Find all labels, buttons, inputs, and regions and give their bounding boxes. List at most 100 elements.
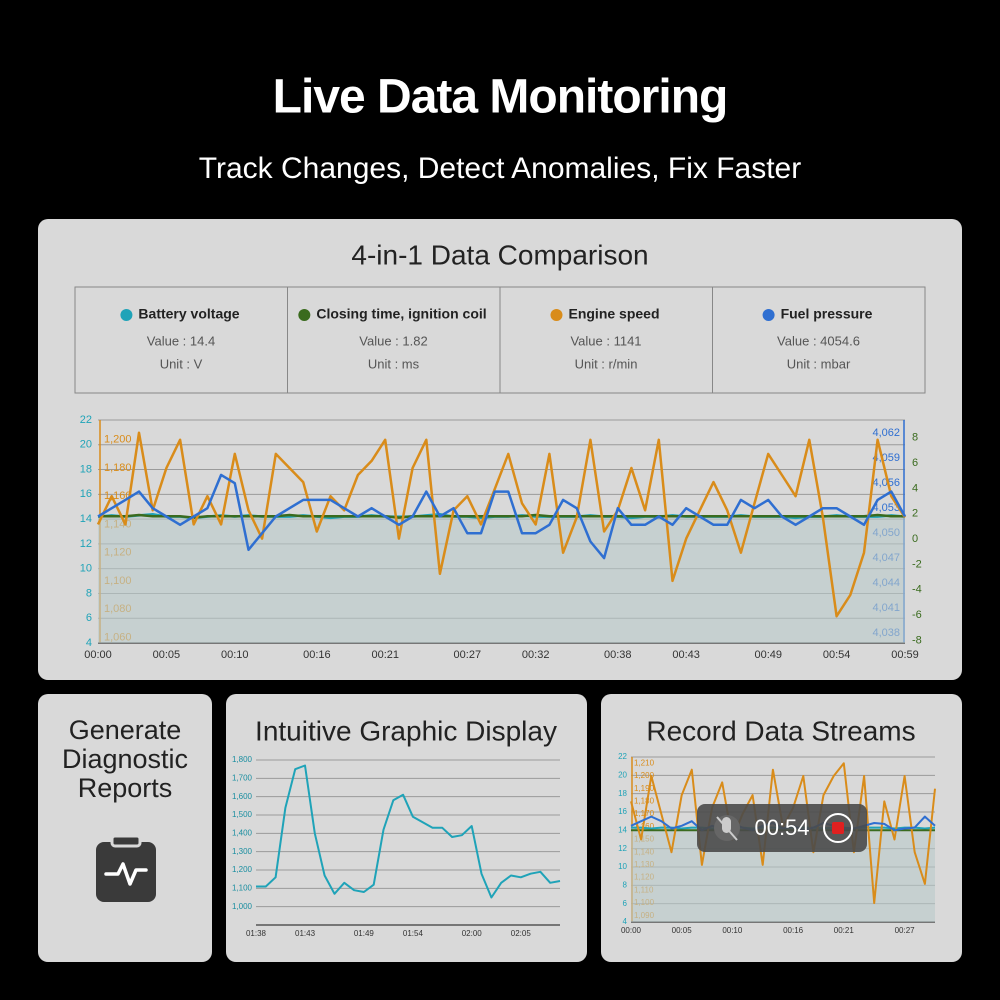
- legend-dot: [550, 309, 563, 321]
- line: [97, 473, 907, 560]
- x-tick-label: 00:05: [672, 926, 693, 935]
- y-tick-label: 1,180: [104, 462, 132, 474]
- area: [98, 514, 905, 643]
- x-tick-label: 00:16: [783, 926, 804, 935]
- panel-title: 4-in-1 Data Comparison: [351, 239, 648, 270]
- y-tick-label: 1,180: [634, 797, 655, 806]
- y-tick-label: 1,200: [232, 865, 253, 874]
- y-tick-label: 18: [618, 789, 627, 798]
- title: Live Data Monitoring: [273, 71, 728, 124]
- y-tick-label: 1,190: [634, 784, 655, 793]
- pulse: [104, 862, 148, 886]
- y-tick-label: 22: [80, 414, 92, 426]
- y-tick-label: 1,200: [104, 434, 132, 446]
- x-tick-label: 02:05: [511, 929, 532, 938]
- x-tick-label: 00:00: [84, 649, 112, 661]
- y-tick-label: 4,053: [872, 502, 900, 514]
- y-tick-label: 4,062: [872, 427, 900, 439]
- x-tick-label: 00:27: [895, 926, 916, 935]
- report-line: Reports: [78, 773, 173, 803]
- x-tick-label: 00:10: [722, 926, 743, 935]
- y-tick-label: 6: [86, 612, 92, 624]
- x-tick-label: 00:05: [153, 649, 181, 661]
- stop-button[interactable]: [823, 813, 853, 843]
- x-tick-label: 00:59: [891, 649, 919, 661]
- x-tick-label: 00:49: [754, 649, 782, 661]
- y-tick-label: 12: [618, 844, 627, 853]
- y-tick-label: 16: [618, 807, 627, 816]
- x-tick-label: 00:10: [221, 649, 249, 661]
- graphic-card: [226, 694, 587, 962]
- y-tick-label: 1,400: [232, 828, 253, 837]
- line: [256, 764, 561, 899]
- legend-name: Closing time, ignition coil: [316, 306, 486, 322]
- legend-dot: [120, 309, 133, 321]
- y-tick-label: 1,210: [634, 758, 655, 767]
- y-tick-label: 1,800: [232, 755, 253, 764]
- legend-unit: Unit : mbar: [787, 356, 851, 371]
- y-tick-label: -2: [912, 558, 922, 570]
- x-tick-label: 00:54: [823, 649, 851, 661]
- y-tick-label: 1,200: [634, 771, 655, 780]
- legend-unit: Unit : V: [160, 356, 203, 371]
- x-tick-label: 00:00: [621, 926, 642, 935]
- legend-name: Fuel pressure: [781, 306, 873, 322]
- y-tick-label: 1,000: [232, 902, 253, 911]
- report-icon: [96, 834, 156, 902]
- x-tick-label: 01:54: [403, 929, 424, 938]
- y-tick-label: 10: [80, 563, 92, 575]
- y-tick-label: 1,600: [232, 792, 253, 801]
- y-tick-label: 1,100: [232, 883, 253, 892]
- y-tick-label: 8: [86, 587, 92, 599]
- report-line: Generate: [69, 715, 182, 745]
- card-title: Record Data Streams: [646, 715, 915, 746]
- x-tick-label: 00:43: [672, 649, 700, 661]
- y-tick-label: -6: [912, 609, 922, 621]
- y-tick-label: 20: [618, 770, 627, 779]
- x-tick-label: 00:21: [834, 926, 855, 935]
- y-tick-label: 20: [80, 439, 92, 451]
- y-tick-label: 4: [623, 917, 628, 926]
- legend-name: Engine speed: [568, 306, 659, 322]
- y-tick-label: 6: [623, 899, 628, 908]
- legend-unit: Unit : ms: [368, 356, 420, 371]
- legend-value: Value : 1141: [570, 333, 641, 348]
- y-tick-label: 8: [912, 432, 918, 444]
- y-tick-label: 4,059: [872, 452, 900, 464]
- clip: [110, 834, 142, 848]
- x-tick-label: 00:32: [522, 649, 550, 661]
- y-tick-label: 2: [912, 508, 918, 520]
- legend-value: Value : 4054.6: [777, 333, 860, 348]
- legend-dot: [298, 309, 311, 321]
- y-tick-label: 1,300: [232, 847, 253, 856]
- x-tick-label: 02:00: [462, 929, 483, 938]
- line: [96, 431, 907, 618]
- line: [98, 513, 905, 519]
- legend-name: Battery voltage: [138, 306, 239, 322]
- mic-slash: [716, 816, 738, 841]
- x-tick-label: 00:21: [371, 649, 399, 661]
- y-tick-label: 1,500: [232, 810, 253, 819]
- y-tick-label: -4: [912, 584, 922, 596]
- x-tick-label: 01:43: [295, 929, 316, 938]
- y-tick-label: 8: [623, 880, 628, 889]
- recorder: 00:54: [697, 804, 867, 852]
- y-tick-label: 18: [80, 463, 92, 475]
- x-tick-label: 01:38: [246, 929, 267, 938]
- y-tick-label: 0: [912, 533, 918, 545]
- y-tick-label: 1,700: [232, 773, 253, 782]
- y-tick-label: 10: [618, 862, 627, 871]
- y-tick-label: 4,056: [872, 477, 900, 489]
- stop-icon[interactable]: [832, 822, 844, 834]
- x-tick-label: 00:38: [604, 649, 632, 661]
- y-tick-label: 16: [80, 488, 92, 500]
- y-tick-label: 6: [912, 457, 918, 469]
- recorder-bg: [697, 804, 867, 852]
- y-tick-label: -8: [912, 634, 922, 646]
- x-tick-label: 01:49: [354, 929, 375, 938]
- legend-dot: [762, 309, 775, 321]
- y-tick-label: 14: [80, 513, 92, 525]
- record-time: 00:54: [754, 815, 809, 840]
